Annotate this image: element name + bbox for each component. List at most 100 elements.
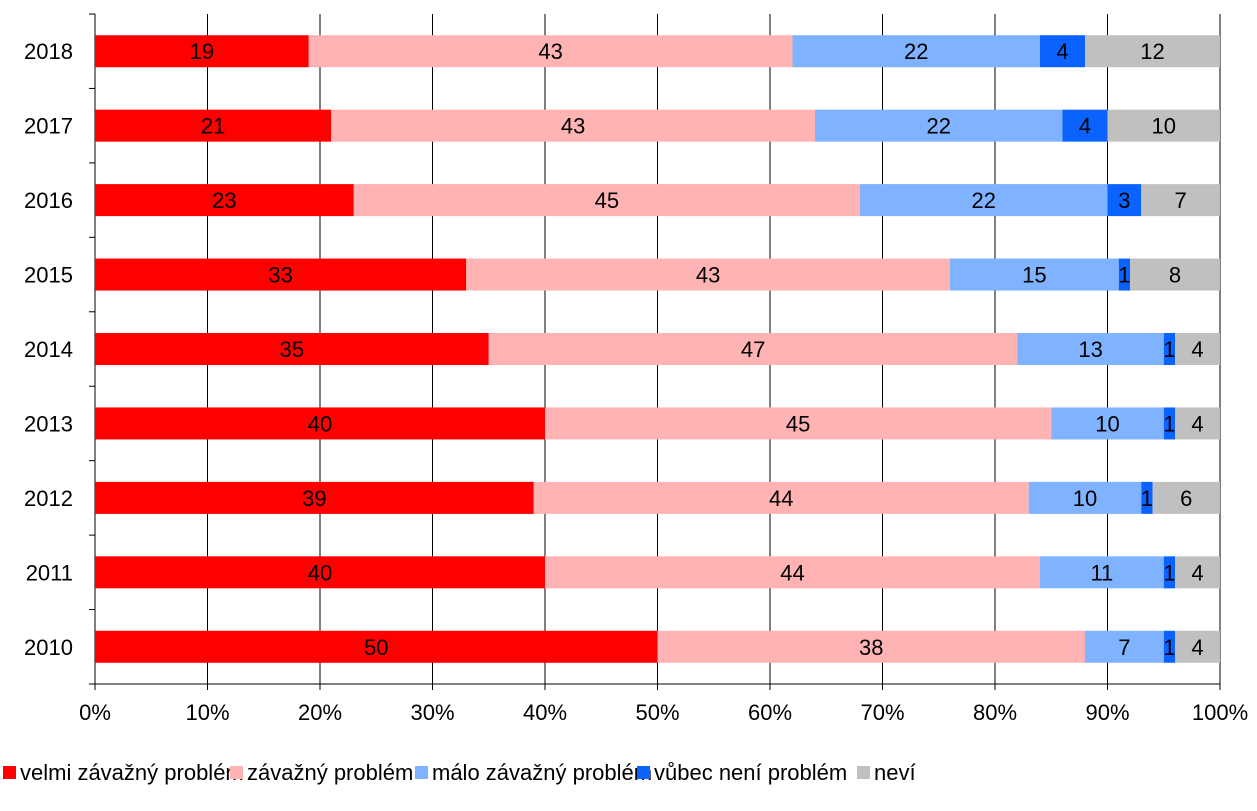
- bar-segment: [1118, 258, 1130, 291]
- x-tick-label: 60%: [748, 700, 792, 725]
- data-label: 4: [1191, 337, 1203, 362]
- x-tick-label: 70%: [860, 700, 904, 725]
- bar-segment: [545, 407, 1052, 440]
- legend-label: závažný problém: [247, 760, 413, 785]
- y-tick-label: 2011: [26, 560, 73, 585]
- legend-swatch: [230, 766, 243, 779]
- data-label: 43: [538, 39, 562, 64]
- data-label: 13: [1078, 337, 1102, 362]
- data-label: 38: [859, 635, 883, 660]
- data-label: 47: [741, 337, 765, 362]
- legend-swatch: [3, 766, 16, 779]
- bar-segment: [1163, 556, 1175, 589]
- bar-segment: [95, 630, 658, 663]
- x-tick-label: 80%: [973, 700, 1017, 725]
- bar-segment: [1175, 556, 1220, 589]
- legend-swatch: [415, 766, 428, 779]
- data-label: 4: [1191, 635, 1203, 660]
- data-label: 19: [190, 39, 214, 64]
- legend-swatch: [857, 766, 870, 779]
- bar-segment: [95, 184, 354, 217]
- data-label: 44: [769, 486, 793, 511]
- x-tick-label: 20%: [298, 700, 342, 725]
- bar-segment: [545, 556, 1040, 589]
- bar-segment: [1040, 556, 1164, 589]
- bar-segment: [1130, 258, 1220, 291]
- bar-segment: [95, 481, 534, 514]
- data-label: 10: [1095, 411, 1119, 436]
- y-tick-label: 2012: [24, 486, 73, 511]
- bar-segment: [1152, 481, 1220, 514]
- bar-segment: [95, 35, 309, 68]
- data-label: 40: [308, 411, 332, 436]
- data-label: 21: [201, 114, 225, 139]
- data-label: 6: [1180, 486, 1192, 511]
- bar-segment: [860, 184, 1108, 217]
- data-label: 40: [308, 560, 332, 585]
- legend-swatch: [637, 766, 650, 779]
- bar-segment: [815, 109, 1063, 142]
- data-label: 45: [786, 411, 810, 436]
- data-label: 1: [1163, 635, 1175, 660]
- bar-segment: [331, 109, 815, 142]
- bar-segment: [95, 258, 467, 291]
- data-label: 10: [1152, 114, 1176, 139]
- x-tick-label: 90%: [1085, 700, 1129, 725]
- y-tick-label: 2014: [24, 337, 73, 362]
- bar-segment: [657, 630, 1085, 663]
- x-tick-label: 40%: [523, 700, 567, 725]
- x-tick-label: 0%: [79, 700, 111, 725]
- data-label: 33: [268, 263, 292, 288]
- data-label: 15: [1022, 263, 1046, 288]
- data-label: 7: [1118, 635, 1130, 660]
- bar-segment: [1017, 333, 1164, 365]
- data-label: 3: [1118, 188, 1130, 213]
- bar-segment: [792, 35, 1040, 68]
- y-tick-label: 2018: [24, 39, 73, 64]
- bar-segment: [1163, 630, 1175, 663]
- x-tick-label: 100%: [1192, 700, 1248, 725]
- data-label: 44: [780, 560, 804, 585]
- bar-segment: [1051, 407, 1164, 440]
- data-label: 4: [1056, 39, 1068, 64]
- legend-label: málo závažný problém: [432, 760, 652, 785]
- bar-segment: [95, 109, 332, 142]
- bar-segment: [1141, 481, 1153, 514]
- data-label: 1: [1141, 486, 1153, 511]
- legend-label: neví: [874, 760, 916, 785]
- bar-segment: [1141, 184, 1220, 217]
- bar-segment: [488, 333, 1018, 365]
- data-label: 22: [972, 188, 996, 213]
- legend-label: vůbec není problém: [654, 760, 847, 785]
- data-label: 43: [561, 114, 585, 139]
- bar-segment: [95, 333, 489, 365]
- bar-segment: [533, 481, 1029, 514]
- x-tick-label: 50%: [635, 700, 679, 725]
- data-label: 23: [212, 188, 236, 213]
- data-label: 8: [1169, 263, 1181, 288]
- x-tick-label: 30%: [410, 700, 454, 725]
- bar-segment: [95, 556, 545, 589]
- bar-segment: [308, 35, 793, 68]
- bar-segment: [1028, 481, 1142, 514]
- data-label: 7: [1175, 188, 1187, 213]
- bar-segment: [1163, 407, 1175, 440]
- bar-segment: [466, 258, 950, 291]
- data-label: 1: [1163, 411, 1175, 436]
- bar-segment: [950, 258, 1119, 291]
- data-label: 22: [927, 114, 951, 139]
- bar-segment: [1062, 109, 1108, 142]
- data-label: 50: [364, 635, 388, 660]
- data-label: 4: [1079, 114, 1091, 139]
- bar-segment: [353, 184, 860, 217]
- bar-segment: [1175, 407, 1220, 440]
- data-label: 1: [1163, 337, 1175, 362]
- data-label: 4: [1191, 560, 1203, 585]
- data-label: 43: [696, 263, 720, 288]
- data-label: 45: [595, 188, 619, 213]
- bar-segment: [1085, 630, 1164, 663]
- data-label: 39: [302, 486, 326, 511]
- y-tick-label: 2017: [24, 114, 73, 139]
